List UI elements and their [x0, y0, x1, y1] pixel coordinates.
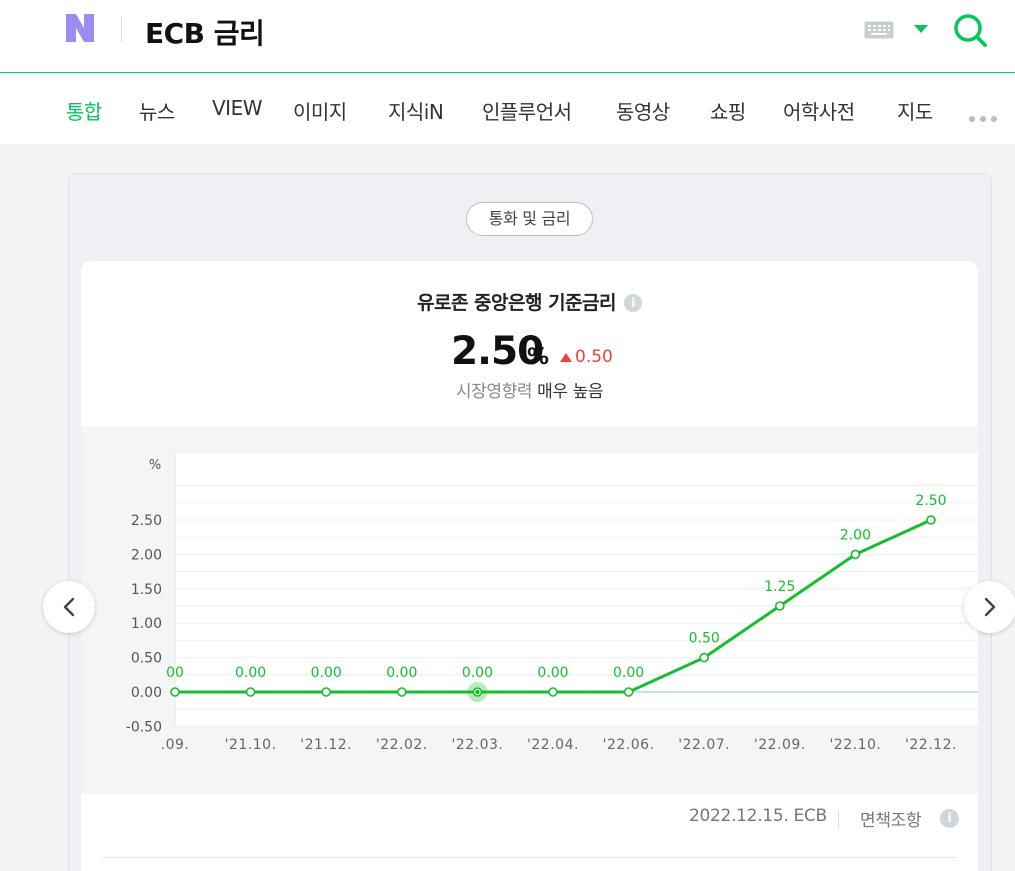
- data-label: 0.00: [235, 665, 266, 681]
- category-chip[interactable]: 통화 및 금리: [466, 202, 593, 236]
- naver-logo-icon[interactable]: [62, 10, 98, 46]
- data-label: 0.00: [537, 665, 568, 681]
- tab-shopping[interactable]: 쇼핑: [710, 100, 746, 124]
- data-point: [548, 687, 558, 697]
- y-tick-label: 2.00: [131, 547, 162, 563]
- tab-view[interactable]: VIEW: [212, 96, 263, 120]
- widget-title: 유로존 중앙은행 기준금리 i: [81, 288, 978, 315]
- data-label: 0.00: [462, 665, 493, 681]
- data-point: [926, 515, 936, 525]
- y-tick-label: 2.50: [131, 513, 162, 529]
- x-tick-label: '21.12.: [300, 737, 352, 753]
- tab-influencer[interactable]: 인플루언서: [482, 100, 572, 124]
- more-tabs-icon[interactable]: [969, 107, 1003, 122]
- data-label: 0.00: [386, 665, 417, 681]
- tab-knowledge-in[interactable]: 지식iN: [388, 100, 444, 124]
- triangle-down-icon[interactable]: [914, 25, 928, 33]
- data-point: [396, 687, 407, 697]
- bottom-divider: [102, 857, 957, 858]
- data-point: [699, 652, 710, 663]
- data-label: 0.00: [311, 665, 342, 681]
- triangle-up-icon: [560, 353, 572, 362]
- tab-news[interactable]: 뉴스: [139, 100, 175, 124]
- impact-value: 매우 높음: [537, 382, 604, 402]
- tab-dictionary[interactable]: 어학사전: [783, 100, 855, 124]
- data-point: [850, 549, 861, 560]
- rate-change: 0.50: [575, 347, 613, 367]
- footer-divider: [838, 810, 839, 828]
- data-label: 2.50: [915, 493, 946, 509]
- x-tick-label: .09.: [161, 737, 190, 753]
- x-tick-label: '22.10.: [829, 737, 881, 753]
- data-point: [170, 687, 180, 697]
- data-point: [321, 687, 331, 697]
- tab-images[interactable]: 이미지: [293, 100, 347, 124]
- widget-title-text: 유로존 중앙은행 기준금리: [416, 292, 617, 314]
- y-tick-label: 1.00: [131, 616, 162, 632]
- top-header: ECB 금리: [0, 0, 1015, 73]
- y-tick-label: 0.50: [131, 651, 162, 667]
- prev-arrow-button[interactable]: [43, 581, 95, 633]
- rate-unit: %: [527, 345, 550, 370]
- y-tick-label: -0.50: [126, 719, 162, 735]
- data-point: [774, 601, 785, 611]
- x-tick-label: '22.07.: [678, 737, 730, 753]
- data-label: 2.00: [840, 527, 871, 543]
- keyboard-icon[interactable]: [864, 21, 894, 39]
- next-arrow-button[interactable]: [964, 581, 1015, 633]
- x-tick-label: '22.06.: [603, 737, 655, 753]
- highlight-point-core: [475, 689, 480, 695]
- x-tick-label: '22.04.: [527, 737, 579, 753]
- disclaimer-link[interactable]: 면책조항: [860, 811, 922, 831]
- search-query-text[interactable]: ECB 금리: [145, 17, 265, 50]
- x-tick-label: '21.10.: [225, 737, 277, 753]
- x-tick-label: '22.02.: [376, 737, 428, 753]
- data-source: 2022.12.15. ECB: [689, 806, 827, 826]
- data-point: [623, 687, 634, 697]
- data-label: 00: [166, 665, 184, 681]
- market-impact: 시장영향력 매우 높음: [81, 377, 978, 402]
- y-tick-label: 1.50: [131, 582, 162, 598]
- data-point: [245, 687, 256, 697]
- header-divider: [121, 16, 122, 42]
- x-tick-label: '22.09.: [754, 737, 806, 753]
- data-label: 1.25: [764, 579, 795, 595]
- rate-value: 2.50: [451, 329, 544, 374]
- impact-label: 시장영향력: [455, 382, 533, 402]
- disclaimer-info-icon[interactable]: i: [940, 809, 959, 828]
- data-label: 0.50: [689, 631, 720, 647]
- y-tick-label: 0.00: [131, 685, 162, 701]
- tab-map[interactable]: 지도: [897, 100, 933, 124]
- x-tick-label: '22.12.: [905, 737, 957, 753]
- tab-integrated[interactable]: 통합: [66, 100, 102, 124]
- search-tabs: 통합 뉴스 VIEW 이미지 지식iN 인플루언서 동영상 쇼핑 어학사전 지도: [0, 74, 1015, 144]
- y-unit-label: %: [149, 458, 161, 473]
- data-label: 0.00: [613, 665, 644, 681]
- info-icon[interactable]: i: [624, 294, 642, 312]
- tab-video[interactable]: 동영상: [616, 100, 670, 124]
- search-icon[interactable]: [950, 10, 990, 50]
- x-tick-label: '22.03.: [451, 737, 503, 753]
- rate-line-chart[interactable]: % 2.50 2.00 1.50 1.00 0.50 0.00 -0.50 .09. '21.10…: [81, 426, 978, 794]
